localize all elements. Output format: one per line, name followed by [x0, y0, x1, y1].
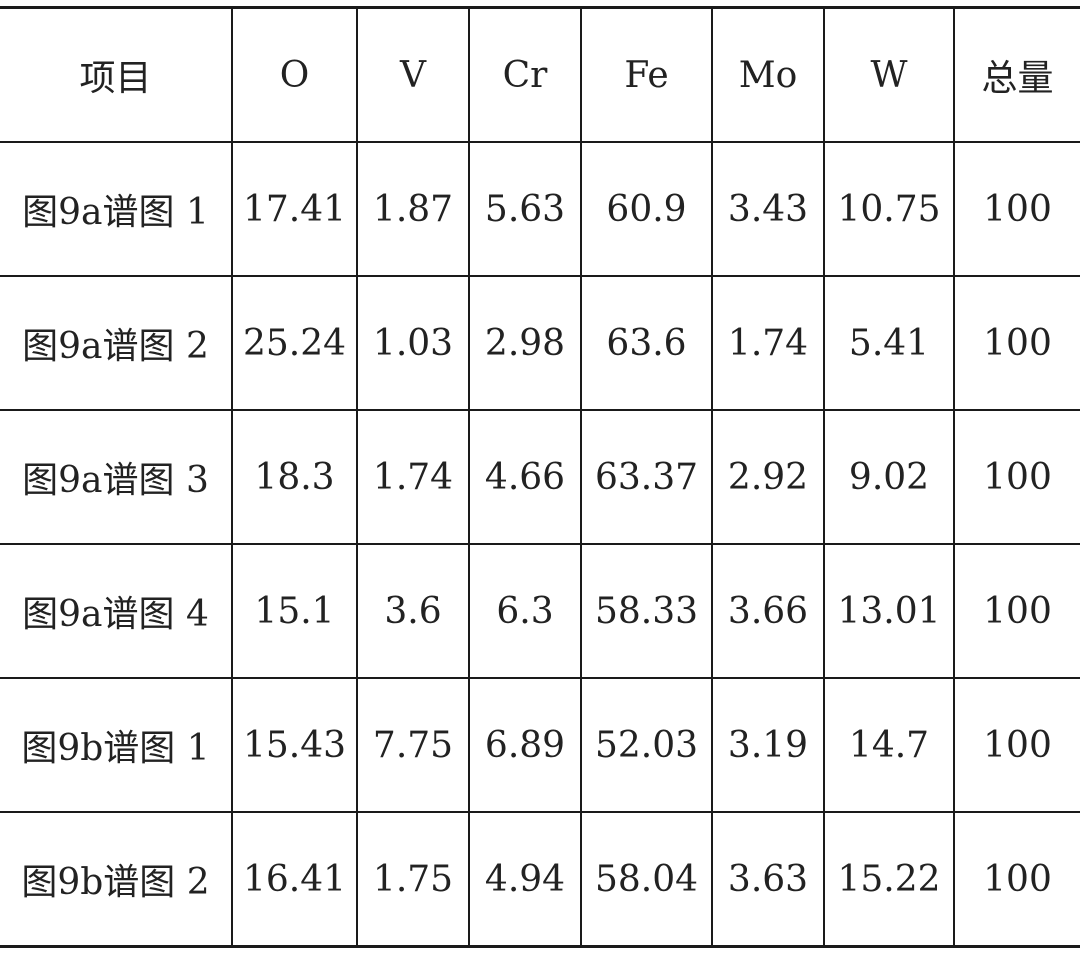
table-cell: 15.22 [823, 811, 955, 948]
table-cell: 1.03 [356, 275, 470, 411]
row-label-cell: 图9a谱图 3 [0, 409, 233, 545]
table-cell: 100 [953, 409, 1080, 545]
header-cell-item: 项目 [0, 6, 233, 143]
table-cell: 52.03 [580, 677, 713, 813]
table-row: 图9a谱图 2 25.24 1.03 2.98 63.6 1.74 5.41 1… [0, 275, 1080, 411]
header-cell-mo: Mo [711, 6, 825, 143]
table-cell: 14.7 [823, 677, 955, 813]
table-cell: 6.89 [468, 677, 582, 813]
table-cell: 17.41 [231, 141, 358, 277]
table-cell: 58.04 [580, 811, 713, 948]
table-cell: 2.98 [468, 275, 582, 411]
table-cell: 100 [953, 543, 1080, 679]
row-label-cell: 图9a谱图 4 [0, 543, 233, 679]
table-cell: 1.75 [356, 811, 470, 948]
table-cell: 15.43 [231, 677, 358, 813]
table-cell: 25.24 [231, 275, 358, 411]
table-cell: 100 [953, 141, 1080, 277]
header-cell-cr: Cr [468, 6, 582, 143]
header-row: 项目 O V Cr Fe Mo W 总量 [0, 6, 1080, 143]
header-cell-v: V [356, 6, 470, 143]
table-row: 图9a谱图 3 18.3 1.74 4.66 63.37 2.92 9.02 1… [0, 409, 1080, 545]
table-cell: 18.3 [231, 409, 358, 545]
table-cell: 6.3 [468, 543, 582, 679]
table-cell: 3.6 [356, 543, 470, 679]
header-cell-total: 总量 [953, 6, 1080, 143]
table-cell: 100 [953, 275, 1080, 411]
table-row: 图9b谱图 2 16.41 1.75 4.94 58.04 3.63 15.22… [0, 811, 1080, 948]
composition-table-container: 项目 O V Cr Fe Mo W 总量 图9a谱图 1 17.41 1.87 … [0, 6, 1080, 948]
row-label-cell: 图9b谱图 1 [0, 677, 233, 813]
table-cell: 100 [953, 811, 1080, 948]
table-cell: 58.33 [580, 543, 713, 679]
table-cell: 2.92 [711, 409, 825, 545]
row-label-cell: 图9a谱图 2 [0, 275, 233, 411]
table-cell: 5.63 [468, 141, 582, 277]
table-cell: 3.63 [711, 811, 825, 948]
row-label-cell: 图9a谱图 1 [0, 141, 233, 277]
table-cell: 16.41 [231, 811, 358, 948]
table-row: 图9b谱图 1 15.43 7.75 6.89 52.03 3.19 14.7 … [0, 677, 1080, 813]
table-cell: 1.74 [711, 275, 825, 411]
table-cell: 10.75 [823, 141, 955, 277]
header-cell-w: W [823, 6, 955, 143]
table-cell: 63.6 [580, 275, 713, 411]
table-cell: 3.43 [711, 141, 825, 277]
table-row: 图9a谱图 1 17.41 1.87 5.63 60.9 3.43 10.75 … [0, 141, 1080, 277]
table-cell: 60.9 [580, 141, 713, 277]
table-cell: 3.19 [711, 677, 825, 813]
composition-table: 项目 O V Cr Fe Mo W 总量 图9a谱图 1 17.41 1.87 … [0, 6, 1080, 948]
table-row: 图9a谱图 4 15.1 3.6 6.3 58.33 3.66 13.01 10… [0, 543, 1080, 679]
header-cell-o: O [231, 6, 358, 143]
table-cell: 9.02 [823, 409, 955, 545]
table-cell: 4.66 [468, 409, 582, 545]
table-cell: 13.01 [823, 543, 955, 679]
table-cell: 4.94 [468, 811, 582, 948]
table-cell: 63.37 [580, 409, 713, 545]
table-cell: 1.74 [356, 409, 470, 545]
table-cell: 3.66 [711, 543, 825, 679]
table-cell: 100 [953, 677, 1080, 813]
row-label-cell: 图9b谱图 2 [0, 811, 233, 948]
table-cell: 15.1 [231, 543, 358, 679]
table-cell: 5.41 [823, 275, 955, 411]
table-cell: 1.87 [356, 141, 470, 277]
header-cell-fe: Fe [580, 6, 713, 143]
table-cell: 7.75 [356, 677, 470, 813]
